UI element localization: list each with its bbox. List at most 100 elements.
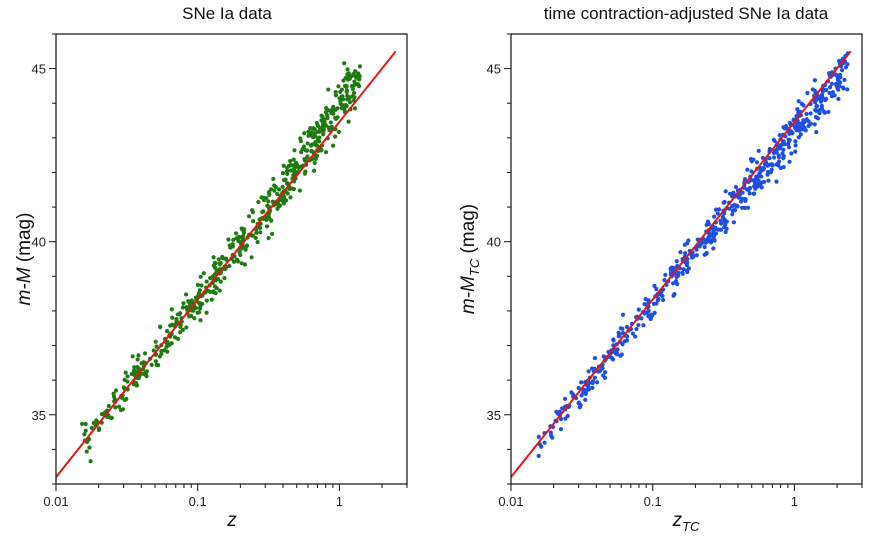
data-point [288,195,293,200]
data-point [668,267,673,272]
data-point [843,65,849,70]
data-point [208,289,213,294]
data-point [842,77,847,83]
data-point [767,156,772,161]
data-point [320,122,326,127]
data-point [132,380,137,385]
x-tick-label: 1 [791,494,798,509]
data-point [333,134,338,139]
data-point [740,205,745,210]
data-point [624,338,630,343]
y-axis-label-left: m-M (mag) [14,213,35,306]
data-point [826,109,831,115]
data-point [212,284,218,289]
data-point [344,103,349,109]
data-point [636,307,641,312]
data-point [89,425,94,430]
data-point [830,90,836,95]
data-point [204,310,209,315]
data-point [345,93,350,98]
data-point [756,148,761,153]
x-axis-label-right-main: z [672,510,683,531]
data-point [329,124,334,129]
data-point [652,283,657,288]
data-point [255,239,260,245]
data-point [804,117,809,122]
data-point [590,385,595,390]
data-point [751,157,756,162]
data-point [683,251,688,256]
data-point [198,274,203,279]
x-axis-label-right-sub: TC [682,519,700,534]
data-point [563,416,568,421]
data-point [211,255,216,260]
data-point [231,237,236,242]
data-point [592,375,597,380]
data-point [839,68,845,73]
chart-title-right: time contraction-adjusted SNe Ia data [544,4,829,23]
data-point [694,253,699,258]
data-point [172,335,178,340]
data-point [587,380,592,385]
x-tick-label: 0.1 [644,494,662,509]
data-point [273,184,278,189]
data-point [242,262,248,267]
data-point [644,310,650,315]
data-point [184,325,189,330]
data-point [231,259,237,264]
y-axis-label-right-unit: (mag) [458,204,479,259]
data-point [829,94,835,99]
data-point [352,95,357,100]
data-point [347,100,353,105]
data-point [87,445,92,450]
data-point [755,175,760,180]
data-point [678,250,683,255]
data-point [702,238,707,244]
ticks-right: 0.01 0.1 1 35 40 45 [487,33,863,509]
marks-right [510,50,852,478]
data-point [602,370,608,375]
data-point [697,244,702,249]
fit-line [510,50,852,478]
data-point [711,246,716,251]
data-point [796,99,801,104]
data-point [808,111,813,116]
data-point [755,184,760,189]
data-point [610,357,616,362]
data-point [357,64,363,69]
data-point [211,290,216,295]
data-point [306,129,311,134]
data-point [142,351,148,356]
data-point [323,150,329,155]
data-point [797,128,802,133]
data-point [333,90,338,95]
data-point [654,286,659,292]
data-point [132,365,137,370]
data-point [771,150,777,156]
data-point [113,405,118,410]
data-point [251,219,256,224]
data-point [312,131,317,136]
data-point [215,277,221,282]
data-point [756,178,761,183]
data-point [290,168,295,173]
data-point [181,301,186,306]
data-point [762,162,767,167]
data-point [298,136,303,141]
data-point [192,316,197,321]
data-point [711,235,716,241]
data-point [841,86,846,91]
data-point [83,428,88,433]
data-point [805,90,810,96]
data-point [674,274,679,280]
data-point [143,370,148,375]
data-point [153,359,158,364]
data-point [330,109,335,114]
data-point [747,191,752,196]
data-point [804,111,809,117]
data-point [739,199,744,204]
data-point [339,87,344,92]
data-point [713,207,719,212]
data-point [80,421,85,426]
data-point [341,78,346,83]
